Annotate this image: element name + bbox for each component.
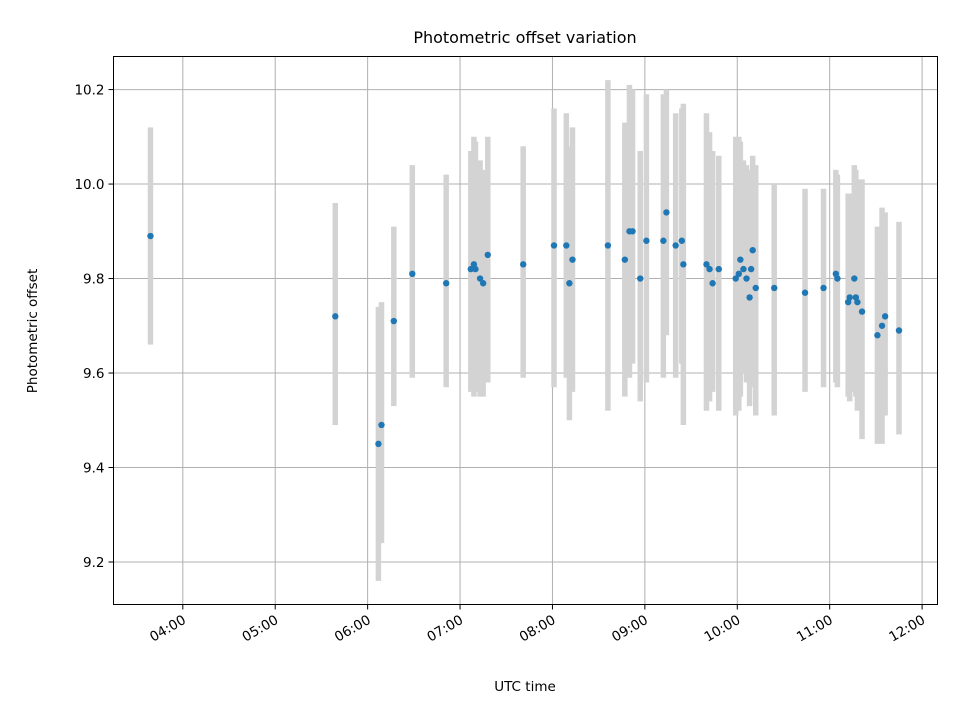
data-point <box>878 322 886 329</box>
chart-title: Photometric offset variation <box>413 28 636 47</box>
data-point <box>874 332 881 339</box>
x-axis-label: UTC time <box>494 679 556 695</box>
y-tick-label: 10.0 <box>74 177 104 193</box>
x-tick-label: 05:00 <box>240 612 282 645</box>
data-point <box>834 275 841 282</box>
x-tick-label: 08:00 <box>517 612 559 645</box>
data-point <box>854 298 861 306</box>
x-tick-label: 10:00 <box>702 612 744 645</box>
data-point <box>706 265 713 273</box>
data-points <box>147 209 903 448</box>
plot-frame <box>113 56 938 605</box>
data-point <box>678 237 686 244</box>
data-point <box>771 284 778 292</box>
data-point <box>467 265 475 273</box>
data-point <box>735 270 743 278</box>
data-point <box>743 275 750 282</box>
data-point <box>680 261 687 268</box>
data-point <box>332 313 339 320</box>
data-point <box>747 265 755 273</box>
x-tick-label: 11:00 <box>794 612 836 645</box>
y-ticks: 9.2 9.4 9.6 9.8 10.0 10.2 <box>74 83 114 571</box>
data-point <box>476 275 484 282</box>
data-point <box>663 209 670 216</box>
data-point <box>479 280 487 287</box>
x-tick-label: 04:00 <box>147 612 189 645</box>
y-tick-label: 9.6 <box>83 366 104 382</box>
data-point <box>715 265 722 273</box>
y-tick-label: 9.4 <box>83 461 104 477</box>
data-point <box>519 261 527 268</box>
data-point <box>737 256 744 263</box>
data-point <box>895 327 903 334</box>
data-point <box>563 242 570 249</box>
data-point <box>375 440 382 448</box>
data-point <box>746 294 753 301</box>
data-point <box>390 317 398 325</box>
x-tick-label: 06:00 <box>332 612 374 645</box>
data-point <box>749 246 756 254</box>
x-tick-label: 09:00 <box>609 612 651 645</box>
data-point <box>643 237 650 244</box>
data-point <box>732 275 739 282</box>
x-ticks: 04:00 05:00 06:00 07:00 08:00 09:00 10:00 11:00… <box>147 604 928 645</box>
y-tick-label: 10.2 <box>74 83 104 99</box>
errorbars <box>147 80 902 581</box>
data-point <box>801 289 809 296</box>
x-tick-label: 07:00 <box>424 612 466 645</box>
data-point <box>484 251 491 259</box>
data-point <box>629 228 636 235</box>
data-point <box>672 242 679 249</box>
data-point <box>740 265 747 273</box>
data-point <box>409 270 416 278</box>
data-point <box>442 280 450 287</box>
data-point <box>621 256 629 263</box>
y-tick-label: 9.8 <box>83 272 104 288</box>
data-point <box>703 261 710 268</box>
data-point <box>846 294 853 301</box>
data-point <box>820 284 827 292</box>
data-point <box>147 232 154 240</box>
data-point <box>550 242 558 249</box>
data-point <box>604 242 612 249</box>
y-tick-label: 9.2 <box>83 555 104 571</box>
data-point <box>858 308 866 315</box>
data-point <box>752 284 759 292</box>
x-tick-label: 12:00 <box>886 612 928 645</box>
data-point <box>660 237 667 244</box>
data-point <box>378 421 385 429</box>
data-point <box>566 280 573 287</box>
data-point <box>851 275 858 282</box>
data-point <box>881 313 889 320</box>
data-point <box>637 275 644 282</box>
data-point <box>569 256 576 263</box>
data-point <box>709 280 716 287</box>
y-axis-label: Photometric offset <box>25 269 41 393</box>
data-point <box>472 265 479 273</box>
